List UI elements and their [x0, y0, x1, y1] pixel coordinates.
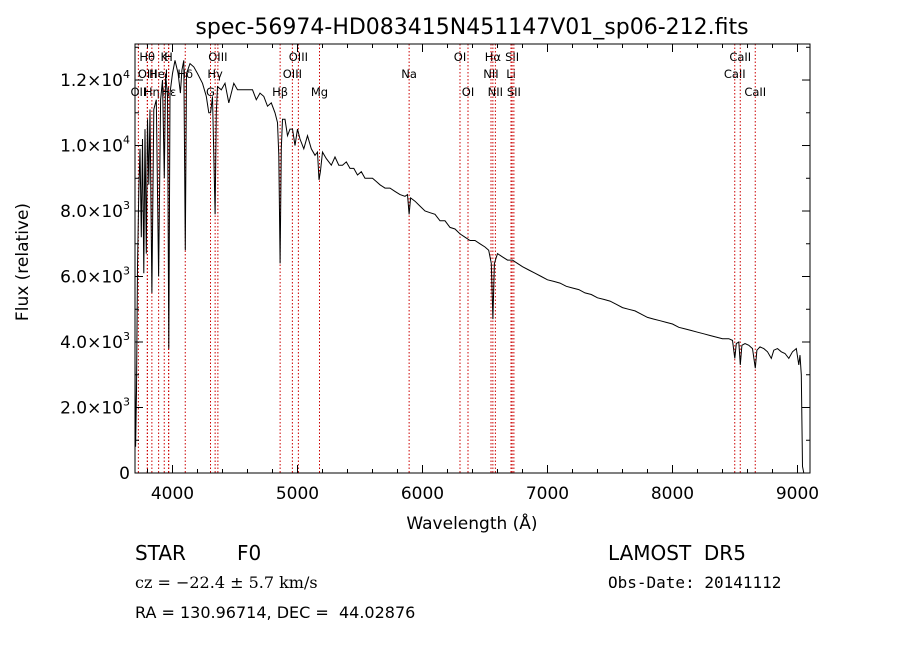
- y-tick-exponent: 3: [123, 265, 130, 278]
- spectral-line-label: Hγ: [207, 67, 223, 81]
- spectral-line-label: NII: [488, 85, 503, 99]
- spectral-line-label: Li: [506, 67, 516, 81]
- spectral-line-label: NII: [483, 67, 498, 81]
- y-tick-exponent: 3: [123, 199, 130, 212]
- spectral-line-label: OIII: [283, 67, 302, 81]
- spectral-line-label: OII: [130, 85, 146, 99]
- y-tick-label: 2.0×103: [60, 396, 130, 419]
- spectral-line-label: Hδ: [177, 67, 193, 81]
- spectral-line-label: CaII: [729, 50, 751, 64]
- y-tick-label: 6.0×103: [60, 265, 130, 288]
- y-tick-exponent: 4: [123, 134, 130, 147]
- spectral-line-label: OIII: [208, 50, 227, 64]
- spectral-line-label: Hη: [144, 85, 160, 99]
- y-axis-label: Flux (relative): [13, 203, 33, 321]
- spectral-line-label: OIII: [289, 50, 308, 64]
- spectral-line-label: Hθ: [139, 50, 155, 64]
- y-tick-label: 1.0×104: [60, 134, 130, 157]
- y-tick-label: 1.2×104: [60, 68, 130, 91]
- y-tick-exponent: 3: [123, 396, 130, 409]
- spectral-line-label: OI: [454, 50, 466, 64]
- y-tick-label: 0: [119, 464, 130, 484]
- x-tick-label: 6000: [401, 484, 444, 504]
- spectral-line-label: Hα: [485, 50, 502, 64]
- y-axis-ticks: 02.0×1034.0×1036.0×1038.0×1031.0×1041.2×…: [60, 46, 810, 484]
- spectral-line-label: CaII: [724, 67, 746, 81]
- object-class: STAR: [135, 541, 186, 565]
- spectral-line-label: SII: [507, 85, 521, 99]
- object-subclass: F0: [237, 541, 262, 565]
- spectral-line-label: G: [206, 85, 215, 99]
- y-tick-exponent: 3: [123, 330, 130, 343]
- spectral-line-label: OIII: [138, 67, 157, 81]
- y-tick-mantissa: 0: [119, 464, 130, 484]
- survey-name: LAMOST DR5: [608, 541, 746, 565]
- y-tick-mantissa: 1.0×10: [60, 137, 123, 157]
- y-tick-label: 8.0×103: [60, 199, 130, 222]
- plot-frame: [134, 43, 811, 474]
- spectral-line-label: OI: [462, 85, 474, 99]
- spectrum-series: [134, 60, 805, 474]
- spectral-line-label: H: [164, 50, 173, 64]
- ra-dec-coordinates: RA = 130.96714, DEC = 44.02876: [135, 603, 416, 622]
- x-tick-label: 4000: [151, 484, 194, 504]
- y-tick-mantissa: 6.0×10: [60, 268, 123, 288]
- x-axis-ticks: 4000 5000 6000 7000 8000 9000: [147, 44, 819, 504]
- spectral-line-label: K: [160, 50, 168, 64]
- spectrum-chart: spec-56974-HD083415N451147V01_sp06-212.f…: [13, 15, 819, 534]
- spectral-line-label: SII: [505, 50, 519, 64]
- y-tick-mantissa: 8.0×10: [60, 202, 123, 222]
- observation-date: Obs-Date: 20141112: [608, 573, 782, 592]
- spectral-line-label: Hβ: [272, 85, 288, 99]
- x-tick-label: 9000: [776, 484, 819, 504]
- spectral-line-label: Na: [401, 67, 417, 81]
- spectrum-line-0: [134, 60, 805, 474]
- y-tick-exponent: 4: [123, 68, 130, 81]
- x-tick-label: 8000: [651, 484, 694, 504]
- y-tick-mantissa: 4.0×10: [60, 333, 123, 353]
- chart-title: spec-56974-HD083415N451147V01_sp06-212.f…: [195, 15, 748, 40]
- spectral-line-label: CaII: [744, 85, 766, 99]
- spectral-line-label: HeI: [149, 67, 168, 81]
- redshift-velocity: cz = −22.4 ± 5.7 km/s: [135, 573, 318, 592]
- x-axis-label: Wavelength (Å): [406, 512, 537, 534]
- spectral-line-markers: OIIHθOIIIHηHeIHεKHHδGOIIIHγHβOIIIOIIIMgN…: [130, 44, 766, 473]
- spectral-line-label: Mg: [311, 85, 328, 99]
- y-tick-label: 4.0×103: [60, 330, 130, 353]
- y-tick-mantissa: 2.0×10: [60, 399, 123, 419]
- x-tick-label: 7000: [526, 484, 569, 504]
- x-tick-label: 5000: [276, 484, 319, 504]
- y-tick-mantissa: 1.2×10: [60, 71, 123, 91]
